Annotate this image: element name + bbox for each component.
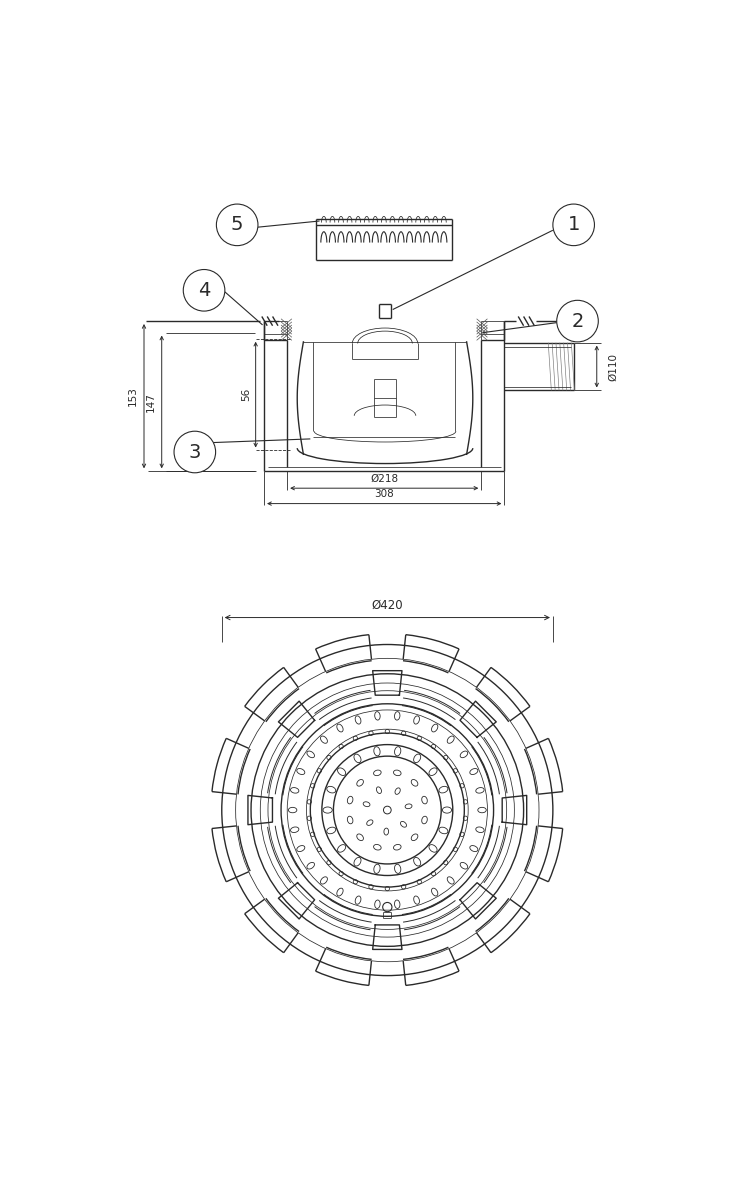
Text: 3: 3 (189, 443, 201, 462)
Text: 147: 147 (146, 392, 156, 412)
Circle shape (553, 204, 594, 246)
Circle shape (556, 300, 598, 342)
Text: Ø218: Ø218 (370, 474, 399, 484)
Text: 308: 308 (374, 488, 394, 499)
Text: 5: 5 (231, 215, 243, 234)
Text: 4: 4 (198, 281, 210, 300)
Text: Ø110: Ø110 (609, 353, 618, 380)
Text: Ø420: Ø420 (371, 599, 403, 612)
Text: 1: 1 (568, 215, 580, 234)
Circle shape (174, 431, 216, 473)
Text: 153: 153 (128, 386, 138, 406)
Text: 56: 56 (242, 388, 251, 401)
Circle shape (217, 204, 258, 246)
Circle shape (183, 270, 225, 311)
Text: 2: 2 (572, 312, 584, 330)
